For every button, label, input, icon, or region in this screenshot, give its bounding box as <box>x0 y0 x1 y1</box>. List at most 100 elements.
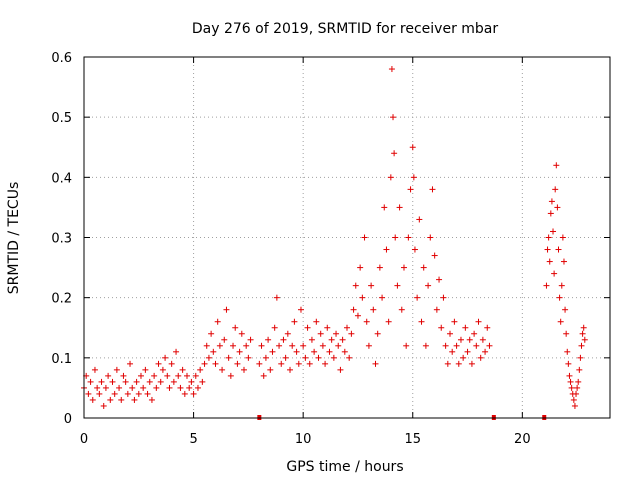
plot-frame <box>83 56 611 419</box>
data-point <box>365 342 372 349</box>
data-point <box>124 390 131 397</box>
x-tick-label: 20 <box>514 432 531 447</box>
data-point <box>550 228 557 235</box>
data-point <box>418 318 425 325</box>
data-point <box>407 186 414 193</box>
data-point <box>447 330 454 337</box>
data-point <box>201 360 208 367</box>
data-point <box>545 234 552 241</box>
data-point <box>227 372 234 379</box>
data-point <box>258 342 265 349</box>
y-axis-title: SRMTID / TECUs <box>6 182 22 295</box>
data-point <box>186 384 193 391</box>
grid-lines <box>84 57 610 418</box>
data-point <box>577 354 584 361</box>
y-tick-label: 0.5 <box>51 111 72 126</box>
data-point <box>477 354 484 361</box>
data-point <box>571 402 578 409</box>
data-point <box>563 330 570 337</box>
y-tick-label: 0.2 <box>51 292 72 307</box>
data-point <box>352 282 359 289</box>
data-point <box>265 336 272 343</box>
data-point <box>333 330 340 337</box>
data-point <box>431 252 438 259</box>
data-point <box>148 396 155 403</box>
data-point <box>457 336 464 343</box>
data-point <box>543 282 550 289</box>
data-point <box>396 204 403 211</box>
data-point <box>271 324 278 331</box>
y-tick-label: 0.6 <box>51 51 72 66</box>
data-point <box>379 294 386 301</box>
data-point <box>392 234 399 241</box>
data-point <box>403 342 410 349</box>
data-point <box>109 378 116 385</box>
data-point <box>466 336 473 343</box>
data-point <box>573 390 580 397</box>
data-point <box>580 324 587 331</box>
data-point <box>341 348 348 355</box>
data-point <box>438 324 445 331</box>
data-point <box>256 360 263 367</box>
data-point <box>175 372 182 379</box>
data-point <box>324 324 331 331</box>
data-point <box>562 306 569 313</box>
data-point <box>398 306 405 313</box>
data-points <box>81 66 588 409</box>
data-point <box>214 318 221 325</box>
data-point <box>363 318 370 325</box>
data-point <box>144 390 151 397</box>
data-point <box>475 318 482 325</box>
data-point <box>94 384 101 391</box>
data-point <box>295 360 302 367</box>
data-point <box>85 390 92 397</box>
data-point <box>544 246 551 253</box>
y-tick-label: 0.3 <box>51 232 72 247</box>
data-point <box>199 378 206 385</box>
data-point <box>453 342 460 349</box>
data-point <box>319 342 326 349</box>
data-point <box>133 378 140 385</box>
x-axis-title: GPS time / hours <box>286 459 403 475</box>
data-point <box>579 330 586 337</box>
data-point <box>87 378 94 385</box>
data-point <box>486 342 493 349</box>
data-point <box>107 396 114 403</box>
data-point <box>140 384 147 391</box>
data-point <box>344 324 350 331</box>
data-point <box>91 366 98 373</box>
data-point <box>122 378 129 385</box>
data-point <box>462 324 469 331</box>
data-point <box>326 348 333 355</box>
data-point <box>151 372 158 379</box>
data-point <box>429 186 436 193</box>
x-axis: 0 5 10 15 20 <box>80 57 531 447</box>
data-point <box>558 282 565 289</box>
data-point <box>390 114 397 121</box>
chart-title: Day 276 of 2019, SRMTID for receiver mba… <box>192 21 499 37</box>
data-point <box>282 354 289 361</box>
data-point <box>287 366 294 373</box>
data-point <box>230 342 237 349</box>
data-point <box>188 378 195 385</box>
data-point <box>322 360 329 367</box>
data-point <box>262 354 269 361</box>
data-point <box>291 318 298 325</box>
data-point <box>348 330 355 337</box>
data-point <box>208 330 215 337</box>
data-point <box>184 372 191 379</box>
data-point <box>120 372 127 379</box>
data-point <box>433 306 440 313</box>
data-point <box>440 294 447 301</box>
data-point <box>210 348 217 355</box>
data-point <box>359 294 366 301</box>
data-point <box>361 234 368 241</box>
data-point <box>269 348 276 355</box>
data-point <box>155 360 162 367</box>
data-point <box>223 306 230 313</box>
data-point <box>442 342 449 349</box>
data-point <box>346 354 353 361</box>
data-point <box>240 366 247 373</box>
data-point <box>142 366 149 373</box>
